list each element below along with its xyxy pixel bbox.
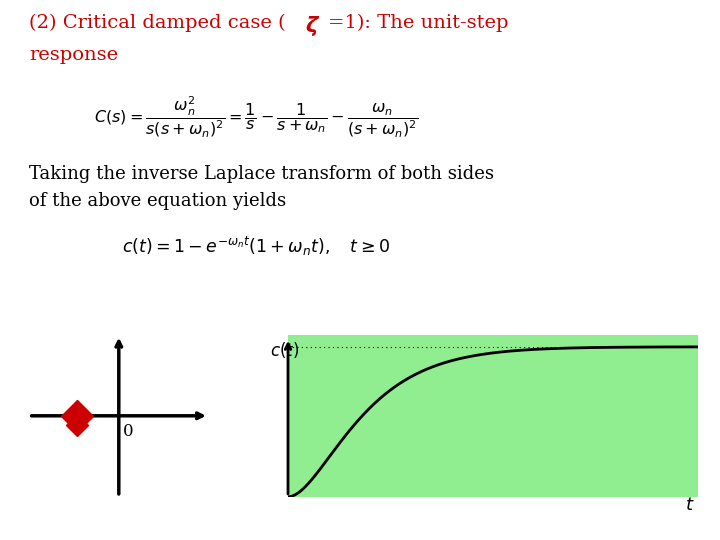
Text: $t$: $t$ xyxy=(685,496,694,514)
Text: $c(t) = 1 - e^{-\omega_n t}(1+\omega_n t), \quad t \geq 0$: $c(t) = 1 - e^{-\omega_n t}(1+\omega_n t… xyxy=(122,235,390,258)
Text: Taking the inverse Laplace transform of both sides: Taking the inverse Laplace transform of … xyxy=(29,165,494,183)
Text: $c(t)$: $c(t)$ xyxy=(269,340,299,360)
Text: $C(s) = \dfrac{\omega_n^2}{s(s+\omega_n)^2}= \dfrac{1}{s} - \dfrac{1}{s+\omega_n: $C(s) = \dfrac{\omega_n^2}{s(s+\omega_n)… xyxy=(94,94,418,140)
Text: of the above equation yields: of the above equation yields xyxy=(29,192,286,210)
Text: =1): The unit-step: =1): The unit-step xyxy=(328,14,508,32)
Text: $\boldsymbol{\zeta}$: $\boldsymbol{\zeta}$ xyxy=(305,14,320,37)
Text: (2) Critical damped case (: (2) Critical damped case ( xyxy=(29,14,286,32)
Text: 0: 0 xyxy=(123,423,134,440)
Text: response: response xyxy=(29,46,118,64)
